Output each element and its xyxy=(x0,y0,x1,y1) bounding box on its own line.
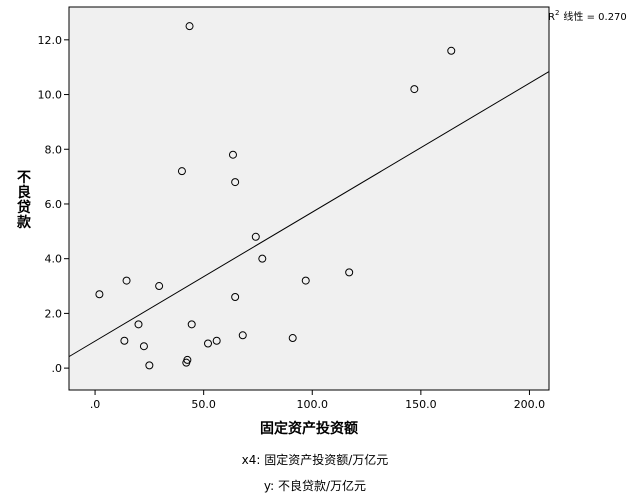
x-tick-label: .0 xyxy=(90,398,101,411)
x-axis-title: 固定资产投资额 xyxy=(260,420,358,437)
data-point xyxy=(447,46,456,55)
data-point xyxy=(134,320,143,329)
data-points xyxy=(95,22,456,370)
data-point xyxy=(139,342,148,351)
x-tick-label: 100.0 xyxy=(297,398,329,411)
x-tick-label: 150.0 xyxy=(405,398,437,411)
y-tick-label: 12.0 xyxy=(38,34,63,47)
y-tick-label: 8.0 xyxy=(45,143,63,156)
data-point xyxy=(145,361,154,370)
plot-area xyxy=(68,6,550,391)
fit-line-group xyxy=(68,71,550,358)
x-tick-label: 200.0 xyxy=(514,398,546,411)
y-tick-label: 4.0 xyxy=(45,253,63,266)
y-axis: .0 2.0 4.0 6.0 8.0 10.0 12.0 xyxy=(38,34,69,375)
data-point xyxy=(95,290,104,299)
fit-line xyxy=(68,71,550,358)
data-point xyxy=(231,178,240,187)
x-tick-label: 50.0 xyxy=(191,398,216,411)
x-variable-footnote: x4: 固定资产投资额/万亿元 xyxy=(242,452,389,467)
data-point xyxy=(238,331,247,340)
data-point xyxy=(187,320,196,329)
data-point xyxy=(251,232,260,241)
data-point xyxy=(345,268,354,277)
data-point xyxy=(122,276,131,285)
y-tick-label: .0 xyxy=(52,362,63,375)
data-point xyxy=(120,336,129,345)
data-point xyxy=(228,150,237,159)
data-point xyxy=(177,167,186,176)
data-point xyxy=(204,339,213,348)
data-point xyxy=(231,292,240,301)
data-point xyxy=(410,85,419,94)
data-point xyxy=(183,355,192,364)
data-point xyxy=(155,282,164,291)
data-point xyxy=(212,336,221,345)
data-point xyxy=(185,22,194,31)
y-variable-footnote: y: 不良贷款/万亿元 xyxy=(264,478,366,493)
y-tick-label: 2.0 xyxy=(45,307,63,320)
x-axis: .0 50.0 100.0 150.0 200.0 xyxy=(90,390,545,411)
data-point xyxy=(301,276,310,285)
y-tick-label: 6.0 xyxy=(45,198,63,211)
data-point xyxy=(258,254,267,263)
y-axis-title: 不良贷款 xyxy=(17,170,32,231)
data-point xyxy=(288,334,297,343)
y-tick-label: 10.0 xyxy=(38,89,63,102)
r2-label: R2 线性 = 0.270 xyxy=(548,9,627,23)
